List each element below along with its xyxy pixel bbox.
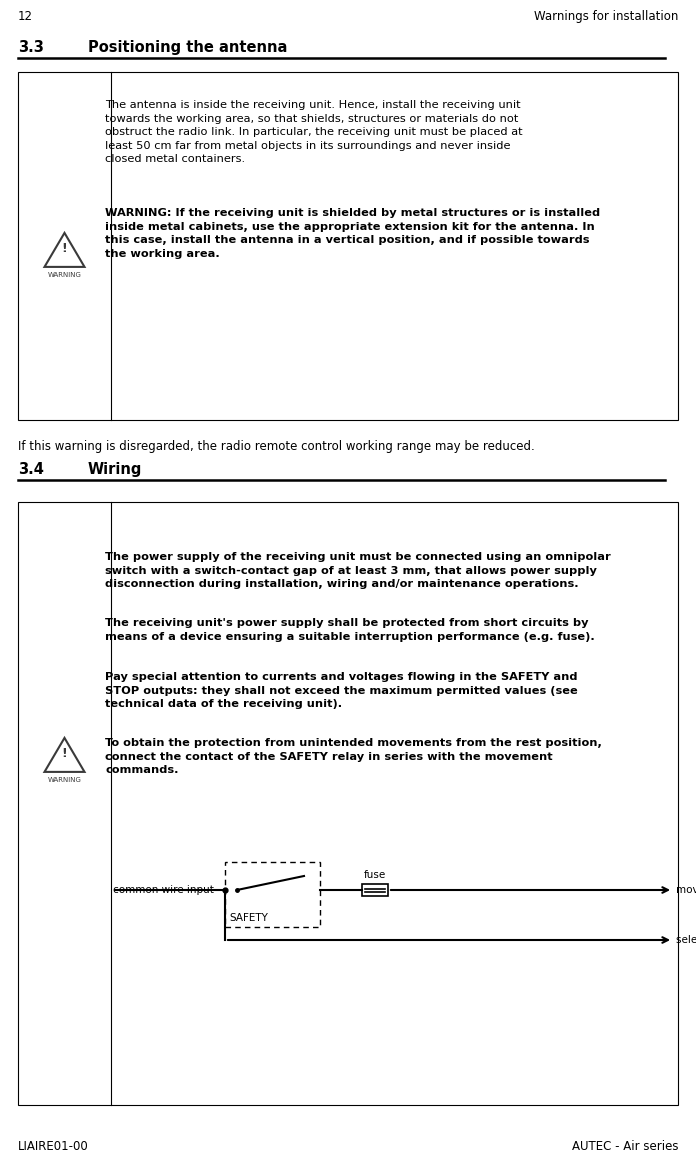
FancyBboxPatch shape [362, 884, 388, 896]
Text: Warnings for installation: Warnings for installation [534, 10, 678, 23]
Text: Wiring: Wiring [88, 462, 143, 477]
Text: 12: 12 [18, 10, 33, 23]
Text: SAFETY: SAFETY [229, 913, 268, 923]
Text: The antenna is inside the receiving unit. Hence, install the receiving unit
towa: The antenna is inside the receiving unit… [105, 100, 523, 164]
Text: WARNING: If the receiving unit is shielded by metal structures or is installed
i: WARNING: If the receiving unit is shield… [105, 208, 600, 259]
Text: The receiving unit's power supply shall be protected from short circuits by
mean: The receiving unit's power supply shall … [105, 618, 595, 642]
Text: WARNING: WARNING [47, 272, 81, 278]
Text: If this warning is disregarded, the radio remote control working range may be re: If this warning is disregarded, the radi… [18, 440, 535, 454]
FancyBboxPatch shape [18, 502, 678, 1105]
Text: WARNING: WARNING [47, 777, 81, 783]
Text: Pay special attention to currents and voltages flowing in the SAFETY and
STOP ou: Pay special attention to currents and vo… [105, 672, 578, 709]
Text: movement commands common wire: movement commands common wire [676, 885, 696, 896]
Text: The power supply of the receiving unit must be connected using an omnipolar
swit: The power supply of the receiving unit m… [105, 552, 611, 590]
Text: LIAIRE01-00: LIAIRE01-00 [18, 1140, 89, 1153]
Text: !: ! [62, 748, 68, 761]
Text: AUTEC - Air series: AUTEC - Air series [571, 1140, 678, 1153]
FancyBboxPatch shape [18, 72, 678, 420]
Text: 3.3: 3.3 [18, 40, 44, 55]
Text: To obtain the protection from unintended movements from the rest position,
conne: To obtain the protection from unintended… [105, 739, 602, 776]
Text: fuse: fuse [364, 870, 386, 880]
Text: selection commands common wire: selection commands common wire [676, 935, 696, 946]
Text: Positioning the antenna: Positioning the antenna [88, 40, 287, 55]
Text: !: ! [62, 242, 68, 256]
Text: 3.4: 3.4 [18, 462, 44, 477]
Text: common wire input: common wire input [113, 885, 214, 896]
FancyBboxPatch shape [225, 862, 320, 927]
